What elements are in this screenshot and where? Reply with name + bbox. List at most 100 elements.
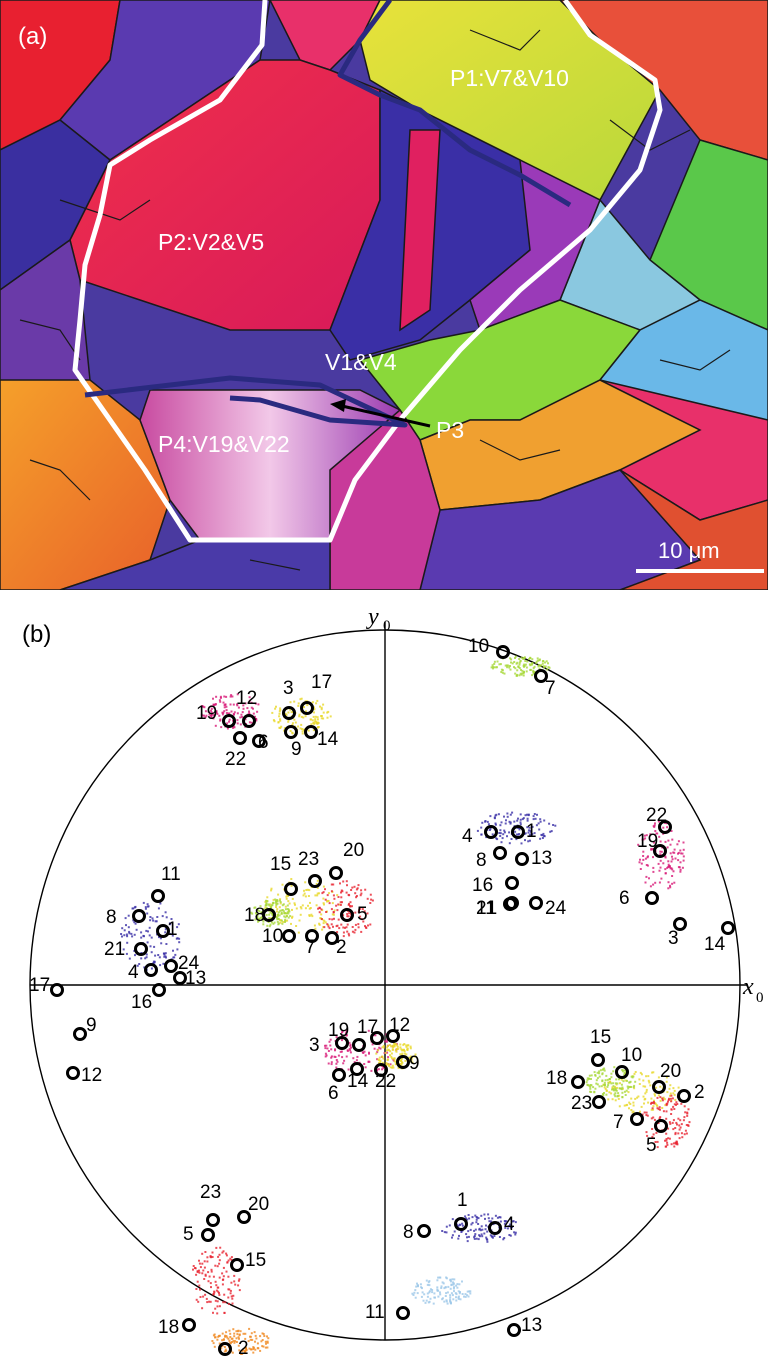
scatter-dot: [654, 830, 657, 832]
scatter-dot: [549, 830, 552, 833]
scatter-dot: [127, 926, 130, 929]
scatter-dot: [308, 889, 311, 892]
scatter-dot: [309, 907, 312, 909]
scatter-dot: [169, 932, 172, 935]
scatter-dot: [323, 926, 326, 929]
scatter-dot: [131, 935, 134, 938]
scatter-dot: [276, 920, 279, 923]
scatter-dot: [356, 887, 359, 890]
scatter-dot: [643, 834, 646, 837]
scatter-dot: [266, 896, 269, 899]
scatter-dot: [395, 1048, 398, 1050]
scatter-dot: [337, 903, 340, 906]
scatter-dot: [616, 1086, 618, 1089]
scatter-dot: [524, 660, 527, 662]
variant-pole: 4: [462, 825, 498, 847]
scatter-dot: [431, 1289, 434, 1291]
variant-pole: 24: [529, 896, 567, 919]
scatter-dot: [216, 1286, 219, 1289]
scatter-dot: [672, 1092, 675, 1095]
scatter-dot: [662, 1110, 665, 1113]
pole-marker: [284, 882, 298, 896]
variant-pole: 18: [244, 905, 276, 926]
variant-pole: 10: [615, 1045, 642, 1079]
scatter-dot: [248, 696, 251, 699]
scatter-dot: [425, 1279, 428, 1282]
scatter-dot: [151, 917, 154, 920]
scatter-dot: [270, 904, 273, 907]
scatter-dot: [208, 1300, 211, 1303]
scatter-dot: [653, 1102, 656, 1105]
scatter-dot: [505, 819, 507, 822]
scatter-dot: [621, 1096, 624, 1099]
scatter-dot: [420, 1295, 423, 1298]
scatter-dot: [449, 1296, 452, 1299]
scatter-dot: [686, 1114, 689, 1117]
scatter-dot: [410, 1060, 413, 1063]
scatter-dot: [502, 833, 505, 836]
scatter-dot: [528, 833, 531, 836]
scatter-dot: [153, 960, 156, 963]
scatter-dot: [677, 840, 680, 843]
scatter-dot: [622, 1080, 625, 1083]
scatter-dot: [217, 1335, 220, 1338]
scatter-dot: [320, 708, 323, 711]
scatter-dot: [658, 1117, 661, 1120]
pole-number: 12: [236, 688, 257, 709]
packet-boundary-top: [337, 0, 572, 208]
scatter-dot: [354, 892, 357, 895]
scatter-dot: [646, 1114, 649, 1117]
scatter-dot: [378, 1046, 381, 1049]
pole-number: 18: [158, 1317, 179, 1338]
scatter-dot: [475, 1221, 478, 1224]
scatter-dot: [671, 838, 674, 841]
scatter-dot: [485, 1236, 488, 1239]
scatter-dot: [128, 932, 131, 935]
scatter-dot: [516, 673, 519, 676]
scatter-dot: [660, 877, 663, 880]
scatter-dot: [232, 703, 235, 706]
scatter-dot: [531, 825, 534, 828]
scatter-dot: [270, 905, 272, 908]
scatter-dot: [665, 1104, 668, 1107]
scatter-dot: [241, 1349, 244, 1352]
scatter-dot: [199, 1266, 202, 1269]
scatter-dot: [306, 888, 309, 891]
scatter-dot: [499, 832, 502, 835]
scatter-dot: [428, 1280, 431, 1283]
scatter-dot: [274, 707, 277, 710]
scatter-dot: [652, 1108, 655, 1111]
scatter-dot: [441, 1281, 444, 1284]
scatter-dot: [457, 1237, 460, 1240]
scatter-dot: [124, 917, 127, 920]
pole-number: 12: [81, 1065, 102, 1086]
scatter-dot: [656, 1140, 659, 1143]
scatter-dot: [172, 956, 175, 959]
scatter-dot: [363, 1050, 366, 1053]
variant-pole: 20: [237, 1194, 269, 1224]
scatter-dot: [645, 1111, 648, 1114]
variant-pole: 13: [515, 848, 552, 869]
scatter-dot: [522, 674, 525, 677]
scatter-dot: [599, 1069, 602, 1072]
scatter-dot: [445, 1225, 448, 1228]
scatter-dot: [485, 1224, 487, 1227]
scatter-dot: [611, 1086, 614, 1089]
orientation-map: (a) P1:V7&V10 P2:V2&V5 V1&V4 P3 P4:V19&V…: [0, 0, 768, 590]
pole-marker: [653, 844, 667, 858]
scatter-dot: [123, 934, 126, 937]
scatter-dot: [501, 837, 504, 840]
scatter-dot: [286, 919, 289, 922]
scatter-dot: [630, 1097, 633, 1100]
scatter-dot: [196, 1271, 199, 1273]
pole-number: 1: [457, 1190, 468, 1211]
variant-pole: 1: [156, 919, 178, 940]
scatter-dot: [286, 911, 289, 914]
scatter-dot: [428, 1284, 431, 1287]
scatter-dot: [437, 1276, 440, 1279]
scatter-dot: [518, 663, 521, 666]
scatter-dot: [598, 1070, 601, 1073]
scatter-dot: [673, 1145, 676, 1148]
scatter-dot: [140, 931, 143, 934]
scatter-dot: [291, 915, 294, 918]
